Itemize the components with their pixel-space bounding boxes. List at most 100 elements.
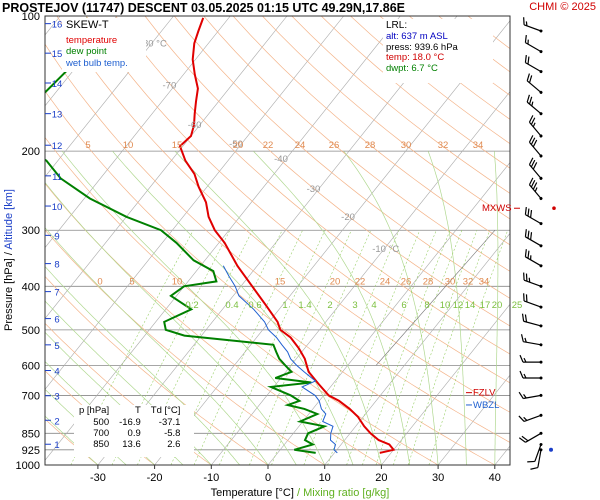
isotherm-label: -10 °C (372, 244, 399, 255)
marker-mxws-label: MXWS (482, 203, 512, 214)
wind-barb (526, 73, 543, 94)
x-tick-label: -10 (203, 472, 219, 484)
mixing-ratio-line (393, 230, 478, 465)
moist-adiabat (45, 181, 297, 465)
pressure-tick-label: 100 (22, 11, 40, 23)
dry-adiabat (45, 90, 495, 465)
mixing-ratio-label: 12 (453, 300, 464, 311)
wind-barb-flag (534, 187, 538, 192)
y-axis-label-pressure: Pressure [hPa] (3, 255, 15, 331)
table-cell: 500 (93, 417, 110, 428)
mixing-ratio-label: 4 (371, 300, 376, 311)
altitude-tick-label: 12 (52, 141, 63, 152)
wind-barb (524, 206, 543, 226)
mixing-ratio-line (193, 230, 303, 465)
wind-barb-flag (527, 56, 530, 65)
wind-barb-base (539, 197, 543, 200)
mixing-ratio-label: 1 (282, 300, 287, 311)
mixing-ratio-line (346, 230, 437, 465)
wind-barb-base (539, 29, 543, 33)
theta-label: 5 (85, 140, 90, 151)
dry-adiabat (174, 16, 510, 299)
isotherm-label: -60 (188, 120, 202, 131)
theta-label: 32 (438, 140, 449, 151)
wind-barb (523, 272, 543, 288)
x-tick-label: 40 (489, 472, 501, 484)
moist-adiabat (427, 151, 467, 465)
mixing-ratio-line (303, 230, 400, 465)
wind-barb-flag (528, 115, 534, 123)
x-tick-label: 30 (432, 472, 444, 484)
x-tick-label: -30 (90, 472, 106, 484)
x-axis-label: Temperature [°C] / Mixing ratio [g/kg] (211, 487, 390, 499)
dry-adiabat (232, 16, 510, 246)
wind-barb-flag (527, 208, 530, 217)
wind-barb-staff (537, 449, 542, 468)
plot-area: -80 °C-70-60-50-40-30-20-10 °C5 10 15 20 22 2… (45, 16, 510, 465)
wind-barb-flag (523, 272, 525, 281)
isotherm-line (97, 16, 458, 465)
wind-barb-base (539, 324, 543, 328)
wind-barb-flag (526, 94, 530, 103)
wind-barb-flag (527, 230, 530, 239)
wind-barb-flag (524, 337, 527, 343)
mxws-dot (552, 206, 556, 211)
wind-barb-base (539, 264, 543, 268)
mixing-ratio-line (70, 230, 194, 465)
theta-label: 28 (423, 276, 434, 287)
wind-barb-flag (518, 391, 524, 399)
theta-label: 32 (463, 276, 474, 287)
moist-adiabat (45, 227, 269, 465)
wind-barb-base (539, 222, 543, 226)
wind-barb-base (539, 360, 543, 364)
table-row: 850 13.6 2.6 (74, 439, 185, 450)
pressure-tick-label: 500 (22, 325, 40, 337)
altitude-tick-label: 10 (52, 202, 63, 213)
wind-barb (518, 431, 543, 443)
isotherm-line (267, 162, 510, 465)
table-row: 500 -16.9 -37.1 (74, 417, 185, 428)
moist-adiabat (343, 150, 439, 465)
theta-label: 26 (401, 276, 412, 287)
isotherm-line (45, 16, 344, 390)
wind-barb-base (539, 413, 543, 417)
legend-item-temperature: temperature (66, 34, 118, 46)
wind-barb (524, 229, 543, 248)
wind-barb-flag (520, 334, 524, 342)
x-tick-label: 0 (265, 472, 271, 484)
wind-barb-flag (524, 34, 527, 43)
wind-barb-flag (527, 39, 529, 45)
copyright-label[interactable]: CHMI © 2025 (529, 1, 596, 13)
wind-barb-base (539, 431, 543, 435)
wind-barb-staff (534, 444, 542, 462)
x-tick-label: 10 (319, 472, 331, 484)
lrl-pressure: press: 939.6 hPa (386, 41, 458, 53)
wind-barb-base (539, 393, 543, 397)
table-cell: 0.9 (127, 428, 141, 439)
dry-adiabat (45, 275, 269, 465)
isotherm-line (45, 16, 231, 249)
wind-barb (524, 54, 543, 74)
wind-barb-flag (532, 182, 538, 190)
pressure-tick-label: 700 (22, 390, 40, 402)
wind-barb-base (539, 112, 543, 116)
wind-barb-base (539, 448, 543, 452)
table-cell: -5.8 (164, 428, 181, 439)
isotherm-line (154, 20, 510, 465)
dry-adiabat (56, 16, 510, 413)
dewpoint-line (45, 17, 328, 454)
wind-barb-base (539, 244, 543, 248)
wind-barb-base (539, 50, 543, 54)
wind-barb (523, 293, 543, 309)
altitude-tick-label: 8 (54, 260, 59, 271)
theta-label: 20 (233, 140, 244, 151)
altitude-tick-label: 7 (54, 288, 59, 299)
table-header: Td [°C] (150, 405, 181, 416)
wind-barb-base (539, 443, 543, 446)
mixing-ratio-label: 17 (480, 300, 491, 311)
chart-title: PROSTEJOV (11747) DESCENT 03.05.2025 01:… (2, 1, 405, 15)
y-axis-label-altitude: Altitude [km] (3, 189, 15, 250)
wind-barb-staff (523, 394, 542, 400)
mixing-ratio-label: 10 (440, 300, 451, 311)
wind-barb (527, 443, 543, 463)
